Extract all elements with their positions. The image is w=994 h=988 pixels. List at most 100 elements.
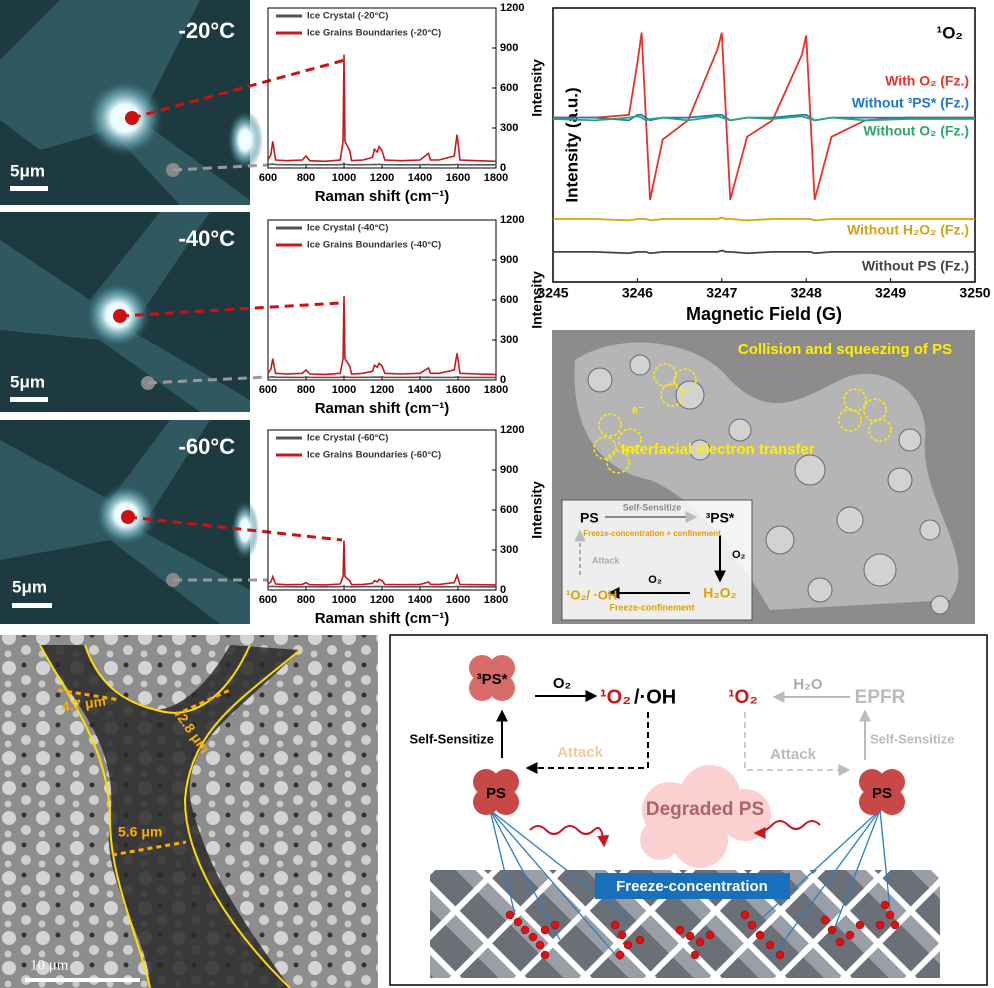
diagram-label: ³PS* [477,671,508,688]
x-tick-label: 1200 [370,594,394,606]
y-tick-label: 1200 [500,2,524,14]
scale-bar-label: 5μm [10,161,45,180]
inset-label: PS [580,510,599,526]
scale-bar-label: 10 μm [30,957,69,973]
y-tick-label: 600 [500,82,518,94]
x-tick-label: 3249 [875,285,906,301]
series-label: Without O₂ (Fz.) [863,123,969,139]
series-label: Without H₂O₂ (Fz.) [847,222,969,238]
x-tick-label: 800 [297,172,315,184]
x-tick-label: 1200 [370,172,394,184]
x-tick-label: 1800 [484,172,508,184]
data-line [267,375,496,379]
temperature-label: -60°C [179,434,236,459]
width-label: 5.6 μm [118,824,162,840]
mechanism-diagram [389,634,988,986]
y-tick-label: 900 [500,254,518,266]
diagram-label: /·OH [634,686,676,708]
data-line [267,295,497,376]
sem-image [552,330,975,624]
legend-label: Ice Grains Boundaries (-20°C) [307,28,441,39]
data-line [267,54,497,163]
x-axis-label: Magnetic Field (G) [686,304,842,324]
x-axis-label: Raman shift (cm⁻¹) [315,610,450,627]
x-tick-label: 800 [297,384,315,396]
y-tick-label: 0 [500,374,506,386]
data-line [267,162,496,166]
data-line [267,540,497,586]
y-tick-label: 0 [500,162,506,174]
legend-label: Ice Grains Boundaries (-60°C) [307,450,441,461]
series-label: Without ³PS* (Fz.) [852,95,969,111]
width-label: 4.7 μm [61,693,107,715]
x-tick-label: 3246 [622,285,653,301]
data-line [552,115,975,122]
x-tick-label: 1200 [370,384,394,396]
x-tick-label: 1000 [332,594,356,606]
scale-bar-label: 5μm [12,577,47,596]
electron-label: e⁻ [632,404,644,416]
x-tick-label: 1000 [332,384,356,396]
sem-label: Interfacial electron transfer [621,441,815,458]
temperature-label: -40°C [179,226,236,251]
x-tick-label: 1600 [446,172,470,184]
diagram-label: Degraded PS [646,799,764,820]
inset-label: Attack [592,555,621,565]
x-tick-label: 1400 [408,594,432,606]
x-tick-label: 1800 [484,384,508,396]
diagram-label: Self-Sensitize [409,731,494,746]
y-tick-label: 300 [500,334,518,346]
plot-frame [552,7,976,283]
diagram-label: O₂ [553,675,571,692]
inset-label: Freeze-concentration + confinement [583,529,721,538]
temperature-label: -20°C [179,18,236,43]
diagram-label: PS [486,785,506,802]
y-tick-label: 600 [500,294,518,306]
data-line [267,584,496,588]
y-tick-label: 900 [500,42,518,54]
data-line [553,32,975,201]
inset-label: H₂O₂ [703,585,736,601]
y-tick-label: 0 [500,584,506,596]
y-tick-label: 600 [500,504,518,516]
inset-label: ¹O₂/ ·OH [566,587,617,602]
tem-image [0,635,378,988]
inset-label: Freeze-confinement [609,602,694,612]
x-tick-label: 3248 [791,285,822,301]
sem-label: Collision and squeezing of PS [738,341,952,358]
y-axis-label: Intensity [529,271,545,329]
y-axis-label: Intensity [529,59,545,117]
diagram-label: H₂O [793,676,822,693]
diagram-label: ¹O₂ [728,687,758,708]
inset-label: ³PS* [706,510,735,526]
x-tick-label: 3247 [706,285,737,301]
legend-label: Ice Grains Boundaries (-40°C) [307,240,441,251]
series-label: Without PS (Fz.) [862,258,969,274]
x-tick-label: 3245 [537,285,568,301]
x-tick-label: 1400 [408,172,432,184]
legend-label: Ice Crystal (-20°C) [307,11,388,22]
x-tick-label: 800 [297,594,315,606]
x-axis-label: Raman shift (cm⁻¹) [315,400,450,417]
diagram-label: PS [872,785,892,802]
y-tick-label: 300 [500,122,518,134]
y-axis-label: Intensity [529,481,545,539]
data-line [553,216,975,222]
y-tick-label: 300 [500,544,518,556]
diagram-label: Self-Sensitize [870,731,955,746]
x-tick-label: 600 [259,384,277,396]
x-axis-label: Raman shift (cm⁻¹) [315,188,450,205]
diagram-label: ¹O₂ [600,686,631,708]
x-tick-label: 1800 [484,594,508,606]
y-tick-label: 1200 [500,424,524,436]
y-axis-label: Intensity (a.u.) [562,87,581,202]
inset-label: Self-Sensitize [623,502,682,512]
x-tick-label: 1600 [446,594,470,606]
diagram-label: Attack [557,744,604,761]
y-tick-label: 1200 [500,214,524,226]
x-tick-label: 1000 [332,172,356,184]
x-tick-label: 1400 [408,384,432,396]
inset-label: O₂ [648,574,662,586]
x-tick-label: 1600 [446,384,470,396]
diagram-label: EPFR [855,687,906,708]
